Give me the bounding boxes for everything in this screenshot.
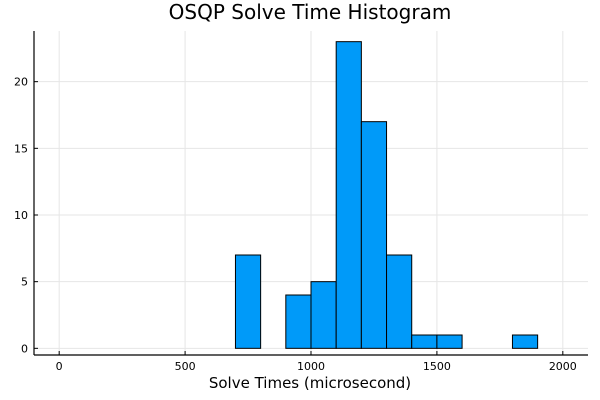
histogram-bar bbox=[511, 334, 539, 349]
y-tick-label: 10 bbox=[14, 209, 28, 222]
histogram-bar bbox=[335, 41, 362, 349]
y-tick-label: 0 bbox=[21, 342, 28, 355]
bars-layer bbox=[234, 41, 539, 349]
x-tick-label: 0 bbox=[56, 360, 63, 373]
histogram-bar bbox=[310, 281, 337, 349]
x-tick-label: 2000 bbox=[549, 360, 577, 373]
chart-title: OSQP Solve Time Histogram bbox=[169, 0, 452, 24]
x-tick-label: 500 bbox=[175, 360, 196, 373]
histogram-bar bbox=[285, 294, 312, 349]
ticks-layer: 0 500 1000 1500 2000 0 5 10 15 20 bbox=[14, 76, 577, 373]
histogram-bar bbox=[360, 121, 388, 349]
y-tick-label: 20 bbox=[14, 76, 28, 89]
histogram-bar bbox=[436, 334, 463, 349]
histogram-bar bbox=[411, 334, 438, 349]
x-axis-label: Solve Times (microsecond) bbox=[209, 374, 411, 392]
x-tick-label: 1000 bbox=[297, 360, 325, 373]
x-tick-label: 1500 bbox=[423, 360, 451, 373]
y-tick-label: 15 bbox=[14, 142, 28, 155]
histogram-bar bbox=[234, 254, 262, 349]
histogram-bar bbox=[386, 254, 413, 349]
y-tick-label: 5 bbox=[21, 276, 28, 289]
